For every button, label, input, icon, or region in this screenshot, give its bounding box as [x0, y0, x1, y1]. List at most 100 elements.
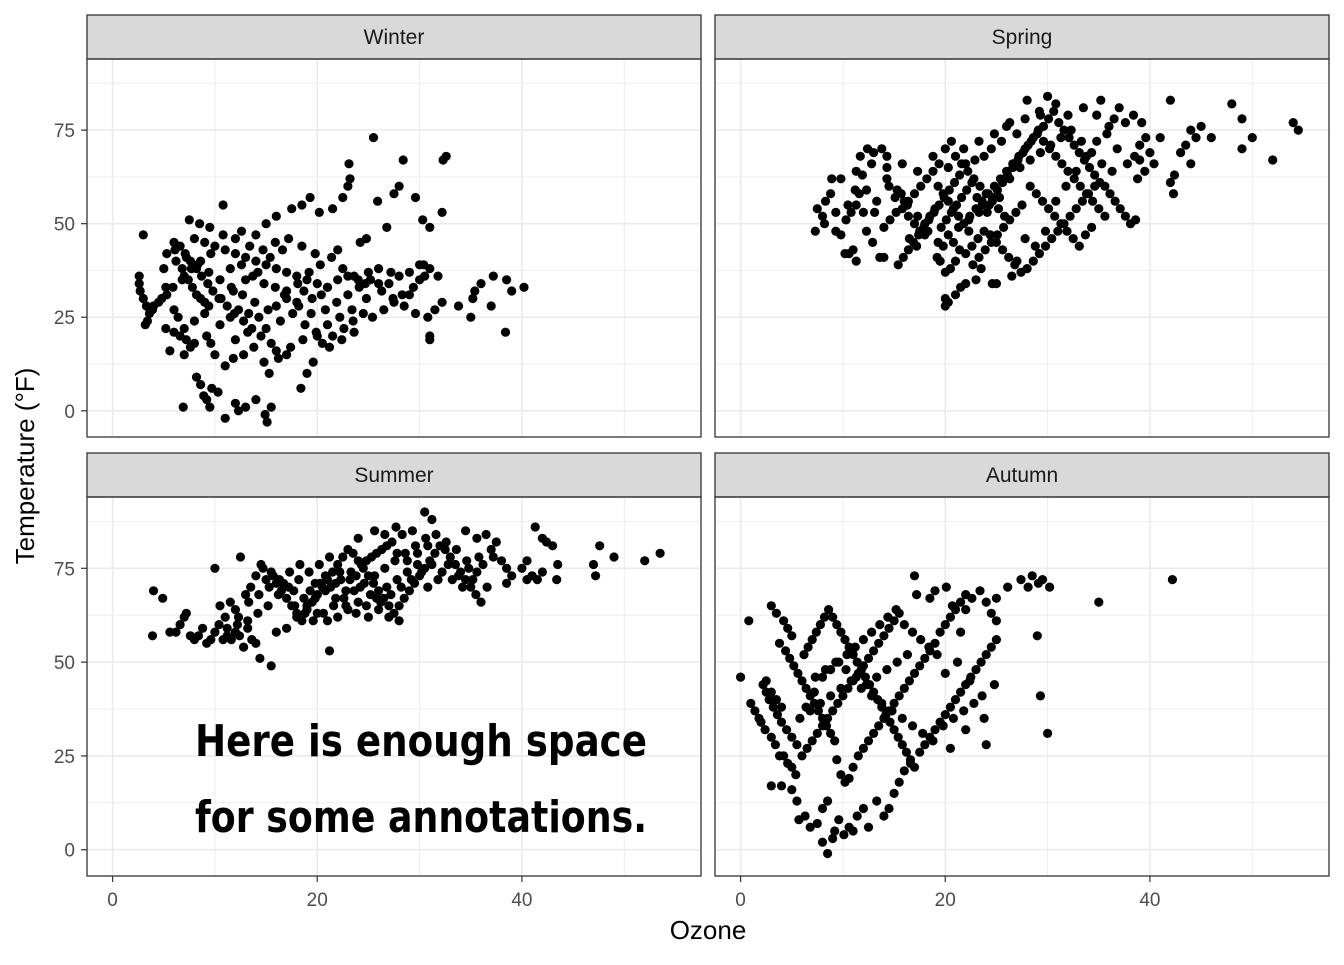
data-point [189, 316, 199, 326]
data-point [999, 222, 1009, 232]
data-point [264, 368, 274, 378]
data-point [181, 335, 191, 345]
data-point [959, 144, 969, 154]
data-point [935, 627, 945, 637]
data-point [344, 159, 354, 169]
data-point [918, 728, 928, 739]
data-point [991, 279, 1002, 289]
data-point [950, 290, 961, 300]
data-point [530, 522, 540, 532]
data-point [324, 342, 335, 352]
data-point [591, 571, 601, 581]
data-point [1045, 582, 1055, 592]
data-point [347, 305, 357, 315]
data-point [1038, 121, 1049, 131]
data-point [961, 605, 971, 615]
data-point [950, 151, 961, 161]
data-point [1100, 181, 1110, 191]
data-point [1104, 121, 1114, 131]
data-point [482, 582, 492, 592]
data-point [331, 593, 341, 603]
data-point [1025, 181, 1035, 191]
data-point [288, 308, 298, 319]
data-point [971, 275, 981, 285]
data-point [507, 286, 517, 296]
data-point [241, 590, 251, 600]
data-point [472, 533, 482, 543]
data-point [400, 548, 410, 558]
data-point [655, 548, 665, 558]
data-point [1047, 234, 1057, 244]
data-point [412, 559, 423, 570]
data-point [204, 301, 214, 311]
data-point [916, 181, 926, 191]
data-point [410, 308, 421, 319]
data-point [179, 323, 189, 334]
data-point [407, 526, 417, 536]
data-point [899, 683, 909, 694]
data-point [230, 335, 240, 345]
data-point [823, 796, 833, 806]
data-point [1115, 204, 1125, 214]
data-point [1003, 582, 1013, 592]
data-point [1035, 691, 1045, 701]
data-point [932, 650, 942, 660]
data-point [333, 612, 343, 622]
data-point [200, 308, 210, 319]
data-point [924, 215, 934, 225]
data-point [374, 586, 384, 596]
data-point [461, 575, 471, 585]
data-point [1122, 159, 1132, 169]
data-point [284, 582, 294, 592]
data-point [341, 586, 351, 596]
data-point [1007, 271, 1017, 281]
data-point [256, 331, 266, 341]
data-point [940, 620, 950, 630]
data-point [836, 627, 846, 637]
data-point [959, 706, 969, 716]
data-point [304, 567, 314, 577]
data-point [462, 556, 472, 566]
data-point [826, 189, 836, 199]
data-point [1002, 166, 1012, 176]
data-point [967, 177, 977, 188]
y-tick-label: 0 [64, 402, 75, 423]
data-point [335, 567, 345, 577]
data-point [1069, 140, 1079, 150]
data-point [315, 260, 325, 270]
data-point [928, 166, 938, 176]
data-point [771, 608, 782, 618]
data-point [945, 743, 956, 754]
data-point [858, 207, 869, 217]
data-point [867, 159, 877, 169]
data-point [882, 151, 892, 161]
data-point [756, 717, 766, 727]
data-point [848, 245, 858, 255]
data-point [781, 646, 791, 656]
data-point [437, 567, 447, 577]
data-point [251, 638, 261, 648]
data-point [333, 275, 343, 285]
data-point [974, 252, 984, 262]
data-point [384, 279, 394, 289]
data-point [273, 590, 283, 600]
data-point [948, 713, 959, 724]
data-point [904, 676, 915, 686]
data-point [882, 665, 892, 675]
data-point [338, 552, 348, 562]
data-point [861, 185, 872, 195]
data-point [208, 286, 218, 296]
data-point [258, 245, 268, 255]
data-point [746, 698, 756, 709]
panel-background [87, 59, 701, 437]
data-point [823, 848, 833, 859]
data-point [302, 601, 312, 611]
data-point [595, 541, 605, 551]
data-point [833, 698, 843, 709]
data-point [811, 627, 821, 637]
data-point [300, 608, 310, 618]
data-point [812, 204, 822, 214]
data-point [239, 316, 249, 326]
data-point [171, 256, 181, 266]
data-point [177, 275, 187, 285]
